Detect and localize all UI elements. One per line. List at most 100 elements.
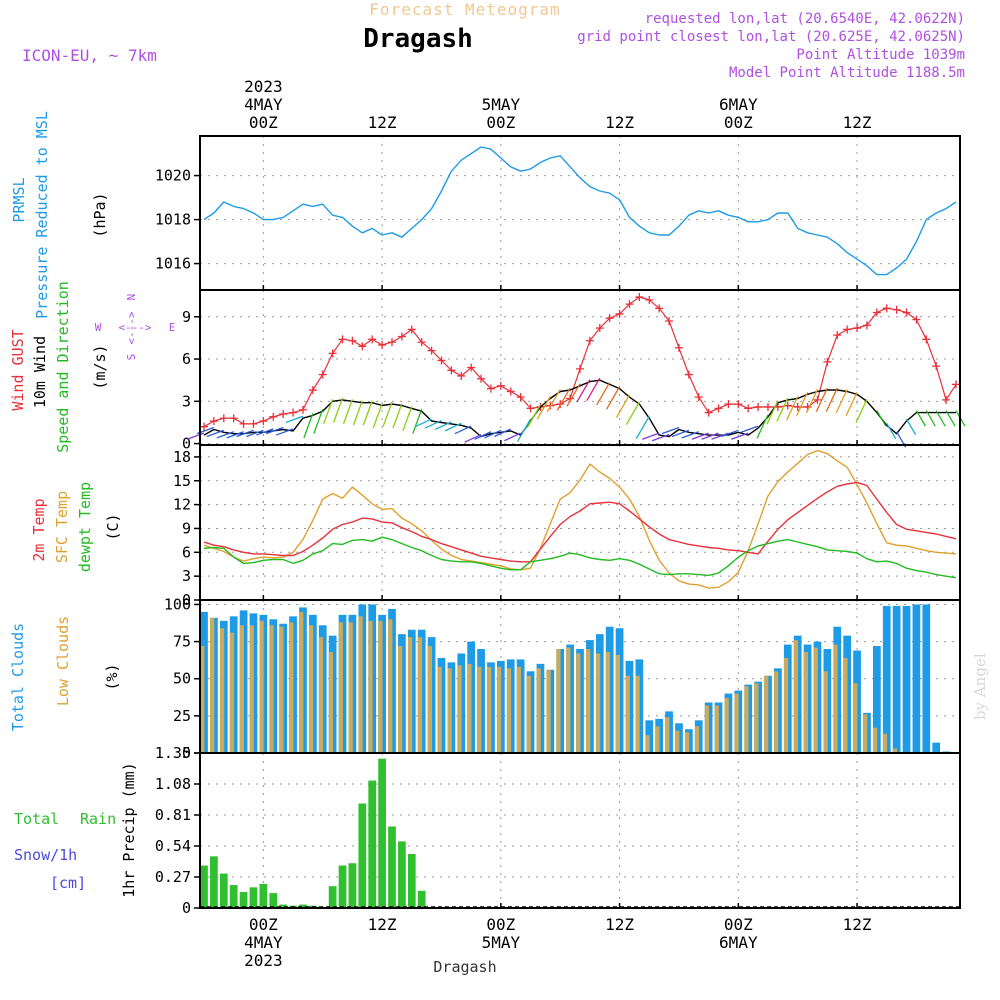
low-cloud-bar <box>882 733 888 753</box>
location-title: Dragash <box>363 24 473 54</box>
total-cloud-bar <box>892 605 901 753</box>
snow-unit-label: [cm] <box>50 874 86 892</box>
footer-location: Dragash <box>433 958 496 976</box>
low-cloud-bar <box>843 657 848 753</box>
low-cloud-bar <box>833 644 838 753</box>
y-tick-label: 0.54 <box>155 837 191 855</box>
y-tick-label: 1016 <box>155 255 191 273</box>
bottom-time-label: 00Z <box>249 915 278 934</box>
wind-direction-arrow <box>206 429 225 438</box>
temp-labels: 2m Temp SFC Temp dewpt Temp (C) <box>30 482 122 572</box>
rain-bar <box>229 885 238 908</box>
low-cloud-bar <box>318 637 324 753</box>
gust-point <box>368 335 377 344</box>
wind-direction-arrow <box>845 391 858 417</box>
wind-direction-arrow <box>586 377 601 402</box>
gust-point <box>437 356 446 365</box>
bottom-time-label: 00Z <box>724 915 753 934</box>
low-cloud-bar <box>259 620 264 753</box>
low-cloud-bar <box>210 617 215 753</box>
wind-direction-arrow <box>945 410 956 427</box>
low-cloud-bar <box>754 683 759 753</box>
wind-direction-arrow <box>635 415 650 440</box>
low-cloud-bar <box>813 647 818 753</box>
rain-bar <box>368 780 377 908</box>
bottom-time-label: 12Z <box>368 915 397 934</box>
panel-frame <box>199 135 961 291</box>
rain-bar <box>378 758 386 908</box>
rain-bar <box>219 873 228 908</box>
wind-direction-arrow <box>615 394 631 418</box>
y-tick-label: 3 <box>182 567 191 585</box>
gust-point <box>813 395 822 404</box>
temp-unit: (C) <box>104 513 122 540</box>
low-cloud-bar <box>546 669 551 753</box>
wind-direction-arrow <box>786 396 799 421</box>
prmsl-label: PRMSL <box>10 177 28 222</box>
wind-direction-arrow <box>275 428 294 436</box>
y-tick-label: 0 <box>182 899 191 917</box>
gust-point <box>892 305 901 314</box>
wind-unit: (m/s) <box>91 344 109 389</box>
y-tick-label: 6 <box>182 543 191 561</box>
gust-point <box>764 402 772 411</box>
low-cloud-bar <box>388 619 393 753</box>
cloud-labels: Total Clouds Low Clouds (%) <box>9 616 121 731</box>
y-tick-label: 15 <box>173 472 191 490</box>
bottom-time-label: 12Z <box>605 915 634 934</box>
gust-point <box>585 336 594 345</box>
low-cloud-bar <box>437 666 442 753</box>
gust-point <box>219 414 228 423</box>
gust-point <box>457 371 466 380</box>
wind-direction-arrow <box>474 431 492 440</box>
gust-point <box>912 315 921 324</box>
low-cloud-bar <box>655 726 660 753</box>
compass-north: N <box>125 294 138 301</box>
gust-point <box>378 340 387 349</box>
gust-point <box>635 293 644 302</box>
wind-direction-arrow <box>625 401 640 425</box>
panel-4: 0 25 50 75 100 <box>164 595 961 762</box>
wind-direction-arrow <box>313 408 324 434</box>
wind-gust-label: Wind GUST <box>9 329 27 410</box>
gust-point <box>467 363 476 372</box>
low-cloud-bar <box>704 705 710 753</box>
wind-direction-arrow <box>546 389 561 413</box>
top-time-label: 00Z <box>724 113 753 132</box>
rain-bar <box>249 887 258 908</box>
gust-point <box>833 331 842 340</box>
low-cloud-bar <box>556 649 561 753</box>
wind-direction-arrow <box>711 432 729 440</box>
gust-point <box>872 308 881 317</box>
wind-direction-arrow <box>835 389 848 414</box>
panel-2: 0 3 6 9 <box>182 289 966 453</box>
rain-bar <box>328 886 337 908</box>
bottom-time-label: 12Z <box>843 915 872 934</box>
wind-direction-arrow <box>444 422 462 432</box>
rain-bar <box>407 854 416 908</box>
y-tick-label: 1.08 <box>155 775 191 793</box>
low-cloud-bar <box>427 646 432 753</box>
pressure-unit: (hPa) <box>91 192 109 237</box>
low-cloud-bar <box>694 726 700 753</box>
wind-direction-arrow <box>303 413 314 439</box>
wind-direction-arrow <box>756 414 769 439</box>
t2m-line <box>203 481 957 563</box>
gust-point <box>665 317 674 325</box>
gust-point <box>783 401 792 410</box>
gust-point <box>279 410 288 418</box>
gust-point <box>318 370 327 379</box>
wind-direction-arrow <box>825 387 838 412</box>
low-cloud-bar <box>299 611 304 753</box>
wind-direction-arrow <box>226 431 244 439</box>
y-tick-label: 0 <box>182 435 191 453</box>
wind-direction-arrow <box>566 383 581 407</box>
wind-10m-line <box>203 379 956 438</box>
low-cloud-bar <box>863 714 868 753</box>
wind-direction-arrow <box>464 433 482 443</box>
wind-direction-arrow <box>796 391 809 417</box>
gust-point <box>200 422 208 431</box>
low-cloud-bar <box>853 683 858 753</box>
low-cloud-bar <box>477 666 482 753</box>
dewpt-line <box>203 536 957 579</box>
